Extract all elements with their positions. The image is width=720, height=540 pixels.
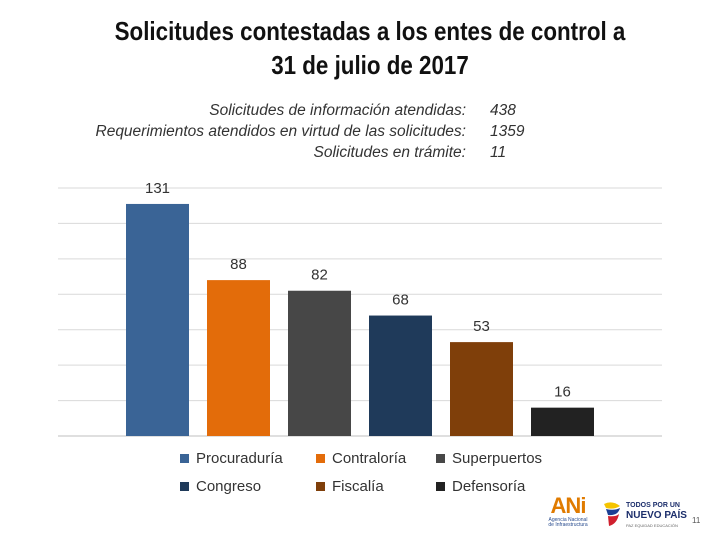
legend-item: Contraloría <box>316 450 406 467</box>
stats-block: Solicitudes de información atendidas: 438… <box>58 100 558 163</box>
footer-logos: ANi Agencia Nacional de Infraestructura … <box>540 492 720 540</box>
stat-row: Solicitudes de información atendidas: 438 <box>58 100 558 121</box>
stat-label: Solicitudes de información atendidas: <box>209 102 466 119</box>
stat-value: 438 <box>490 102 516 119</box>
legend-swatch <box>316 454 325 463</box>
bar <box>369 315 432 436</box>
legend-item: Congreso <box>180 478 261 495</box>
data-label: 68 <box>392 292 409 309</box>
todos-por-un-nuevo-pais-logo: TODOS POR UN NUEVO PAÍS PAZ EQUIDAD EDUC… <box>600 496 700 536</box>
legend-label: Procuraduría <box>196 450 283 467</box>
data-label: 131 <box>145 180 170 197</box>
data-label: 82 <box>311 267 328 284</box>
bar <box>288 290 351 436</box>
data-label: 88 <box>230 256 247 273</box>
stat-row: Requerimientos atendidos en virtud de la… <box>58 121 558 142</box>
colombia-flag-icon <box>604 502 620 526</box>
page-number: 11 <box>692 516 701 525</box>
data-label: 16 <box>554 384 571 401</box>
legend-swatch <box>180 454 189 463</box>
stat-label: Requerimientos atendidos en virtud de la… <box>95 123 467 140</box>
logo-line-2: NUEVO PAÍS <box>626 510 687 521</box>
stat-value: 11 <box>490 144 507 161</box>
legend-swatch <box>436 482 445 491</box>
legend-item: Procuraduría <box>180 450 283 467</box>
legend-item: Superpuertos <box>436 450 542 467</box>
legend-swatch <box>436 454 445 463</box>
stat-value: 1359 <box>490 123 525 140</box>
ani-logo-subtitle: Agencia Nacional de Infraestructura <box>548 517 588 528</box>
bar <box>126 203 189 436</box>
stat-label: Solicitudes en trámite: <box>313 144 467 161</box>
page-title: Solicitudes contestadas a los entes de c… <box>114 16 626 80</box>
logo-line-1: TODOS POR UN <box>626 502 680 509</box>
legend-label: Defensoría <box>452 478 526 495</box>
legend-swatch <box>180 482 189 491</box>
bar <box>531 407 594 436</box>
data-label: 53 <box>473 318 490 335</box>
bar <box>450 342 513 436</box>
legend-label: Fiscalía <box>332 478 384 495</box>
legend-label: Congreso <box>196 478 262 495</box>
legend-item: Fiscalía <box>316 478 384 495</box>
legend-label: Superpuertos <box>452 450 543 467</box>
stat-row: Solicitudes en trámite: 11 <box>58 142 558 163</box>
legend-label: Contraloría <box>332 450 407 467</box>
ani-logo-text: ANi <box>550 493 587 518</box>
ani-logo: ANi Agencia Nacional de Infraestructura <box>546 494 590 536</box>
logo-line-3: PAZ EQUIDAD EDUCACIÓN <box>626 523 678 528</box>
bar <box>207 280 270 436</box>
legend-item: Defensoría <box>436 478 525 495</box>
legend-swatch <box>316 482 325 491</box>
